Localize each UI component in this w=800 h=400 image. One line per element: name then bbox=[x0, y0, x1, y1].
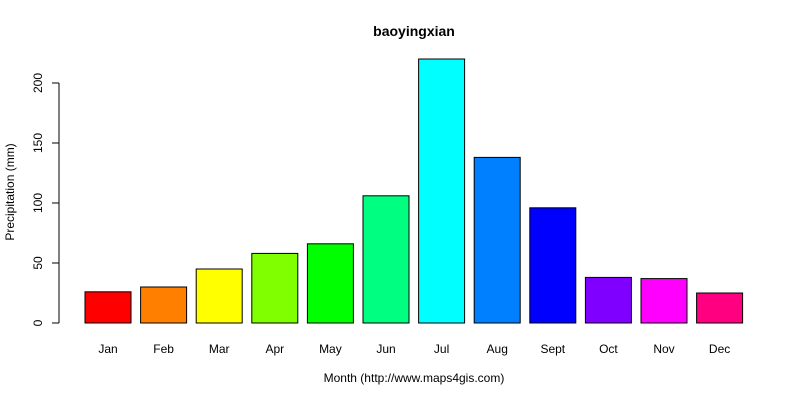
x-tick-label: Aug bbox=[487, 342, 508, 356]
bar-sept bbox=[529, 207, 577, 324]
chart-title: baoyingxian bbox=[373, 23, 455, 39]
x-tick-label: Feb bbox=[153, 342, 174, 356]
bar-dec bbox=[696, 292, 744, 324]
y-tick-label: 200 bbox=[31, 73, 45, 93]
x-tick-label: Jul bbox=[434, 342, 449, 356]
y-axis-label: Precipitation (mm) bbox=[3, 143, 17, 240]
x-tick-label: Jan bbox=[98, 342, 117, 356]
x-tick-label: Sept bbox=[540, 342, 565, 356]
bar-apr bbox=[251, 252, 299, 324]
x-tick-label: Nov bbox=[653, 342, 674, 356]
bar-jun bbox=[362, 195, 410, 324]
x-tick-labels: Jan Feb Mar Apr May Jun Jul Aug Sept Oct Nov Dec bbox=[98, 342, 730, 356]
x-tick-label: Oct bbox=[599, 342, 618, 356]
y-tick-label: 0 bbox=[31, 319, 45, 326]
bar-oct bbox=[584, 276, 632, 324]
x-tick-label: Dec bbox=[709, 342, 730, 356]
bar-jan bbox=[84, 291, 132, 324]
bars-group bbox=[84, 58, 744, 324]
x-tick-label: Mar bbox=[209, 342, 230, 356]
x-tick-label: May bbox=[319, 342, 342, 356]
x-tick-label: Jun bbox=[376, 342, 395, 356]
y-tick-label: 100 bbox=[31, 193, 45, 213]
bar-jul bbox=[418, 58, 466, 324]
y-axis: 0 50 100 150 200 bbox=[31, 73, 60, 326]
bar-aug bbox=[473, 156, 521, 324]
y-tick-label: 50 bbox=[31, 256, 45, 270]
x-tick-label: Apr bbox=[265, 342, 284, 356]
bar-feb bbox=[140, 286, 188, 324]
bar-mar bbox=[195, 268, 243, 324]
y-tick-label: 150 bbox=[31, 133, 45, 153]
bar-nov bbox=[640, 278, 688, 324]
bar-may bbox=[306, 243, 354, 324]
x-axis-label: Month (http://www.maps4gis.com) bbox=[324, 371, 505, 385]
